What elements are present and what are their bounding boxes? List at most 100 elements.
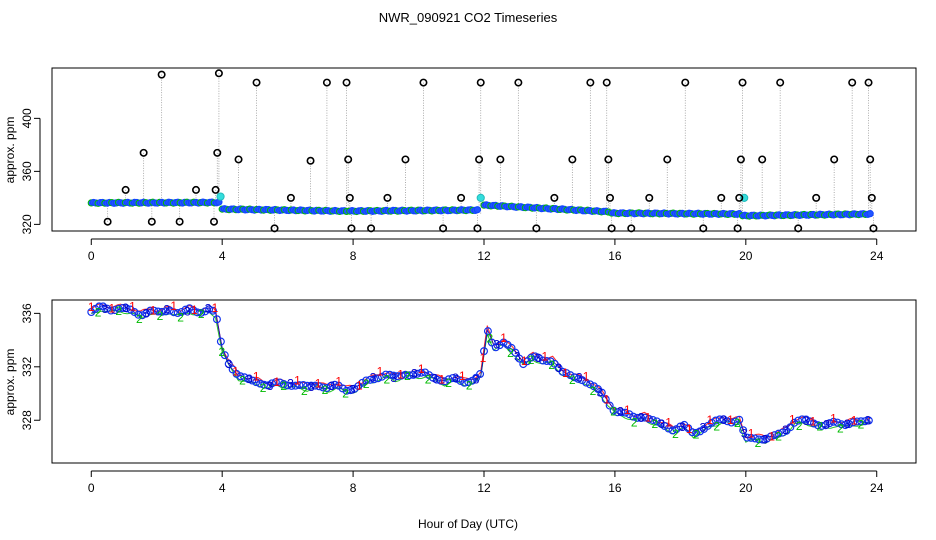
series-point (574, 374, 583, 383)
series-point (464, 378, 473, 387)
spike-point (476, 78, 485, 87)
series-point (228, 365, 237, 374)
series-point (507, 343, 516, 352)
series-point (252, 378, 261, 387)
series-point (802, 415, 811, 424)
series-point (727, 418, 736, 427)
series-point (248, 376, 257, 385)
series-3-symbol: 3 (287, 377, 294, 391)
series-2-symbol: 2 (590, 384, 597, 398)
series-3-symbol: 3 (761, 433, 768, 447)
series-point (841, 421, 850, 430)
series-1-symbol: 1 (727, 413, 734, 427)
series-1-symbol: 1 (377, 365, 384, 379)
series-3-symbol: 3 (390, 371, 397, 385)
series-2-symbol: 2 (95, 306, 102, 320)
spike-point (210, 217, 219, 226)
series-point (723, 417, 732, 426)
series-point (794, 416, 803, 425)
spike-point (139, 148, 148, 157)
series-point (487, 338, 496, 347)
series-point (165, 306, 174, 315)
series-point (150, 306, 159, 315)
spike-point (344, 155, 353, 164)
series-point (605, 401, 614, 410)
series-point (338, 384, 347, 393)
series-2-symbol: 2 (301, 384, 308, 398)
spike-point (475, 155, 484, 164)
series-point (444, 375, 453, 384)
series-point (609, 406, 618, 415)
series-2-symbol: 2 (816, 419, 823, 433)
series-1-symbol: 1 (706, 413, 713, 427)
series-point (676, 422, 685, 431)
series-2-symbol: 2 (755, 436, 762, 450)
x-axis-title: Hour of Day (UTC) (418, 517, 518, 531)
series-point (267, 379, 276, 388)
series-point (366, 375, 375, 384)
series-3-symbol: 3 (122, 301, 129, 315)
series-point (735, 415, 744, 424)
series-1-symbol: 1 (583, 370, 590, 384)
bottom-y-axis-label: approx. ppm (3, 349, 17, 416)
series-3-symbol: 3 (143, 306, 150, 320)
series-3-symbol: 3 (535, 351, 542, 365)
series-point (95, 302, 104, 311)
series-point (527, 353, 536, 362)
series-point (275, 378, 284, 387)
series-point (256, 379, 265, 388)
spike-point (175, 217, 184, 226)
series-point (531, 352, 540, 361)
series-point (707, 418, 716, 427)
series-point (480, 347, 489, 356)
top-x-tick-label: 0 (88, 249, 95, 263)
series-3-symbol: 3 (184, 304, 191, 318)
series-2-symbol: 2 (734, 416, 741, 430)
spike-point (234, 155, 243, 164)
spike-point (457, 193, 466, 202)
series-point (271, 378, 280, 387)
series-point (205, 305, 214, 314)
series-point (448, 374, 457, 383)
series-point (154, 307, 163, 316)
series-point (342, 386, 351, 395)
series-point (778, 428, 787, 437)
series-1-symbol: 1 (645, 410, 652, 424)
series-3-symbol: 3 (803, 414, 810, 428)
series-point (322, 384, 331, 393)
series-point (181, 305, 190, 314)
spike-point (514, 78, 523, 87)
top-panel: 0 4 8 12 16 20 24 320 360 400 approx. ppm (3, 67, 917, 263)
series-3-symbol: 3 (823, 417, 830, 431)
series-point (853, 417, 862, 426)
series-point (566, 371, 575, 380)
series-point (326, 382, 335, 391)
series-point (833, 418, 842, 427)
series-point (370, 375, 379, 384)
series-point (264, 381, 273, 390)
bottom-x-tick-label: 12 (477, 481, 491, 495)
spike-point (419, 78, 428, 87)
series-2-symbol: 2 (775, 430, 782, 444)
series-1-symbol: 1 (212, 301, 219, 315)
spike-point (830, 155, 839, 164)
series-2-symbol: 2 (342, 387, 349, 401)
series-point (185, 304, 194, 313)
series-3-symbol: 3 (865, 414, 872, 428)
series-point (279, 380, 288, 389)
series-point (743, 433, 752, 442)
spike-point (605, 193, 614, 202)
series-point (389, 371, 398, 380)
series-1-symbol: 1 (686, 422, 693, 436)
bottom-x-tick-label: 8 (350, 481, 357, 495)
series-2-symbol: 2 (219, 345, 226, 359)
series-point (864, 416, 873, 425)
series-point (99, 302, 108, 311)
series-point (381, 370, 390, 379)
series-2-symbol: 2 (672, 427, 679, 441)
series-point (688, 428, 697, 437)
series-1-symbol: 1 (170, 299, 177, 313)
spike-point (401, 155, 410, 164)
series-2-symbol: 2 (445, 376, 452, 390)
spike-point (214, 69, 223, 78)
